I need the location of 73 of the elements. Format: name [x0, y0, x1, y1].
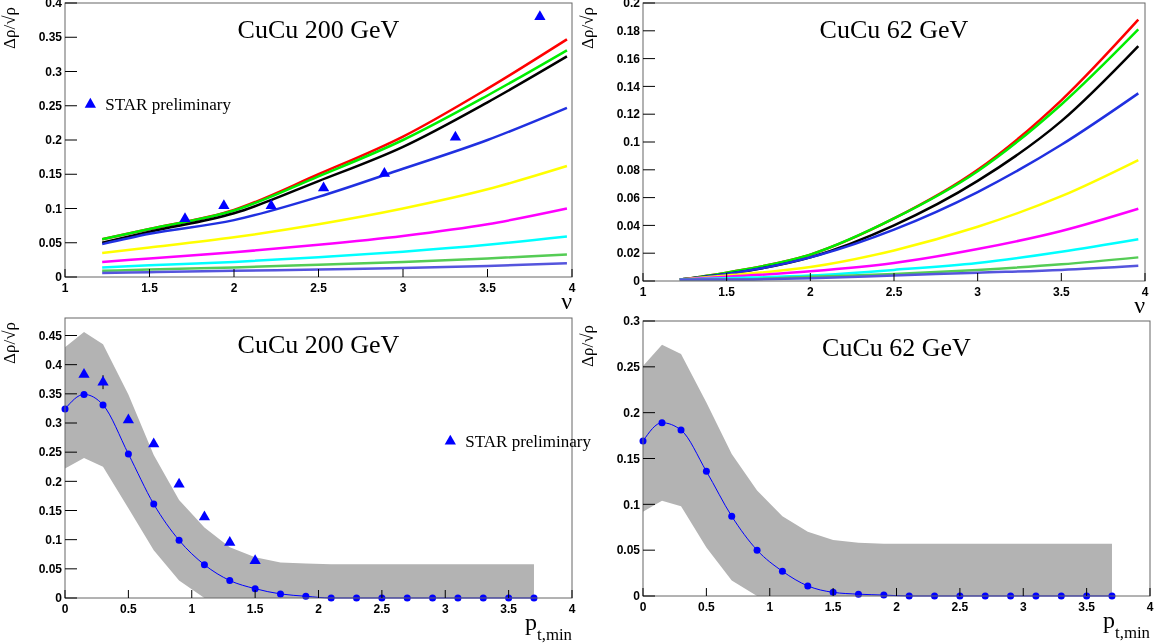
x-tick-label: 4 — [568, 281, 576, 295]
x-tick-label: 1.5 — [246, 602, 264, 616]
y-tick-label: 0.1 — [623, 497, 641, 512]
x-tick-label: 3 — [974, 285, 982, 299]
y-tick-label: 0.2 — [45, 474, 63, 489]
x-tick-label: 2 — [230, 281, 238, 295]
x-tick-label: 2.5 — [951, 600, 969, 614]
y-tick-label: 0.25 — [38, 445, 63, 460]
x-tick-label: 1 — [61, 281, 69, 295]
y-tick-label: 0.05 — [38, 562, 63, 577]
y-tick-label: 0.3 — [623, 314, 641, 329]
y-tick-label: 0.35 — [38, 30, 63, 45]
legend-label: STAR preliminary — [105, 95, 232, 115]
y-tick-label: 0.4 — [45, 357, 63, 372]
x-tick-label: 0.5 — [698, 600, 716, 614]
y-tick-label: 0.12 — [616, 107, 641, 122]
y-tick-label: 0.04 — [616, 218, 641, 233]
y-tick-label: 0.1 — [45, 532, 63, 547]
x-tick-label: 2.5 — [310, 281, 328, 295]
y-tick-label: 0.05 — [38, 235, 63, 250]
x-tick-label: 2.5 — [885, 285, 903, 299]
text: CuCu 62 GeV — [819, 15, 969, 44]
legend-label: STAR preliminary — [465, 432, 592, 452]
x-tick-label: 1 — [639, 285, 647, 299]
y-tick-label: 0.15 — [38, 167, 63, 182]
x-tick-label: 2.5 — [373, 602, 391, 616]
x-tick-label: 1.5 — [141, 281, 159, 295]
y-tick-label: 0.02 — [616, 246, 641, 261]
y-tick-label: 0.05 — [616, 543, 641, 558]
x-tick-label: 3.5 — [1052, 285, 1070, 299]
y-axis-title: Δρ/√ρ — [0, 322, 19, 364]
text: CuCu 62 GeV — [822, 333, 972, 362]
x-tick-label: 2 — [315, 602, 323, 616]
x-tick-label: 1.5 — [824, 600, 842, 614]
y-tick-label: 0.45 — [38, 328, 63, 343]
x-tick-label: 3.5 — [500, 602, 518, 616]
x-tick-label: 4 — [1146, 600, 1154, 614]
y-tick-label: 0.15 — [38, 503, 63, 518]
y-tick-label: 0.18 — [616, 24, 641, 38]
x-tick-label: 2 — [806, 285, 814, 299]
y-tick-label: 0 — [633, 589, 641, 604]
y-tick-label: 0.08 — [616, 163, 641, 177]
y-tick-label: 0.25 — [616, 360, 641, 375]
x-tick-label: 3 — [399, 281, 407, 295]
y-tick-label: 0.25 — [38, 98, 63, 113]
x-tick-label: 3.5 — [1078, 600, 1096, 614]
y-tick-label: 0.1 — [623, 135, 641, 150]
y-axis-title: Δρ/√ρ — [0, 7, 19, 49]
x-tick-label: 3 — [441, 602, 449, 616]
y-tick-label: 0.2 — [623, 405, 641, 420]
x-tick-label: 1.5 — [718, 285, 736, 299]
y-axis-title: Δρ/√ρ — [578, 325, 597, 367]
x-tick-label: 3.5 — [479, 281, 497, 295]
y-tick-label: 0.35 — [38, 387, 63, 402]
y-tick-label: 0 — [55, 270, 63, 285]
y-tick-label: 0.16 — [616, 51, 641, 66]
x-tick-label: 2 — [893, 600, 901, 614]
x-tick-label: 4 — [568, 602, 576, 616]
text: CuCu 200 GeV — [237, 330, 400, 359]
y-tick-label: 0.06 — [616, 190, 641, 205]
x-tick-label: 3 — [1019, 600, 1027, 614]
y-tick-label: 0.1 — [45, 201, 63, 216]
text: CuCu 200 GeV — [237, 15, 400, 44]
x-tick-label: 1 — [766, 600, 774, 614]
y-tick-label: 0.14 — [616, 79, 641, 94]
y-tick-label: 0.3 — [45, 64, 63, 79]
y-tick-label: 0.3 — [45, 416, 63, 431]
y-axis-title: Δρ/√ρ — [578, 7, 597, 49]
x-tick-label: 4 — [1141, 285, 1149, 299]
x-tick-label: 0.5 — [120, 602, 138, 616]
y-tick-label: 0.15 — [616, 451, 641, 466]
y-tick-label: 0.2 — [45, 133, 63, 148]
x-tick-label: 1 — [188, 602, 196, 616]
